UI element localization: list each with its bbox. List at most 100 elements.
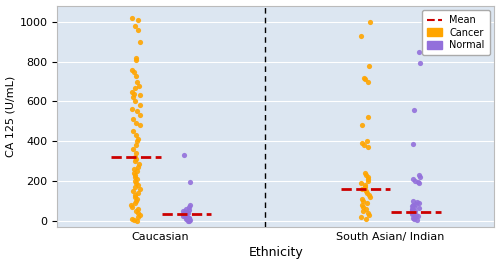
Point xyxy=(362,173,370,178)
Point xyxy=(412,179,420,184)
Point xyxy=(131,195,139,200)
Point xyxy=(179,212,187,217)
Point xyxy=(358,187,366,192)
Point xyxy=(128,205,136,210)
Point xyxy=(128,15,136,20)
Point xyxy=(415,181,423,186)
Point xyxy=(416,173,424,178)
Point xyxy=(132,55,140,60)
Point xyxy=(365,213,373,218)
Point xyxy=(416,175,424,180)
Point xyxy=(360,143,368,148)
Point xyxy=(132,157,140,162)
Legend: Mean, Cancer, Normal: Mean, Cancer, Normal xyxy=(422,10,490,55)
Point xyxy=(181,213,189,217)
Point xyxy=(128,67,136,72)
Point xyxy=(129,147,137,152)
Point xyxy=(184,211,192,215)
Point xyxy=(412,215,420,219)
Point xyxy=(180,153,188,158)
Point xyxy=(358,197,366,202)
Point xyxy=(363,139,371,144)
Point xyxy=(409,211,417,215)
Point xyxy=(185,216,193,220)
Point xyxy=(180,213,188,218)
Point xyxy=(186,208,194,213)
Point xyxy=(408,208,416,213)
Point xyxy=(410,205,418,210)
Point xyxy=(414,214,422,219)
Point xyxy=(182,210,190,215)
Point xyxy=(364,211,372,215)
Point xyxy=(132,199,140,204)
Point xyxy=(128,107,136,112)
Point xyxy=(134,80,141,84)
Point xyxy=(134,211,141,215)
Point xyxy=(182,207,190,211)
Point xyxy=(132,219,140,223)
Point xyxy=(358,141,366,145)
Point xyxy=(179,209,187,214)
Point xyxy=(364,115,372,120)
Point xyxy=(364,177,372,182)
Point xyxy=(134,137,142,142)
Point xyxy=(408,212,416,217)
Point xyxy=(358,33,366,38)
Point xyxy=(366,195,374,200)
Point xyxy=(130,179,138,184)
Point xyxy=(362,189,370,193)
Point xyxy=(131,201,139,206)
Point xyxy=(136,187,143,192)
Point xyxy=(134,165,142,170)
Point xyxy=(414,200,422,205)
Point xyxy=(409,203,417,207)
Point xyxy=(361,171,369,176)
Point xyxy=(186,180,194,184)
Point xyxy=(359,205,367,210)
Point xyxy=(414,180,422,184)
Point xyxy=(182,217,190,222)
Point xyxy=(185,219,193,223)
Point xyxy=(410,217,418,222)
Point xyxy=(408,207,416,211)
Point xyxy=(182,212,190,216)
Point xyxy=(182,215,190,219)
X-axis label: Ethnicity: Ethnicity xyxy=(248,246,304,259)
Point xyxy=(180,210,188,214)
Point xyxy=(410,177,418,182)
Point xyxy=(132,23,140,28)
Point xyxy=(365,63,373,68)
Point xyxy=(130,91,138,96)
Point xyxy=(136,39,144,44)
Point xyxy=(364,80,372,84)
Point xyxy=(134,191,142,196)
Point xyxy=(186,205,194,210)
Point xyxy=(412,202,420,206)
Point xyxy=(363,201,371,206)
Point xyxy=(134,183,142,188)
Point xyxy=(130,117,138,122)
Point xyxy=(130,175,138,180)
Point xyxy=(411,209,419,214)
Point xyxy=(135,162,143,167)
Point xyxy=(131,193,139,197)
Point xyxy=(360,75,368,80)
Point xyxy=(409,142,417,147)
Point xyxy=(132,173,140,178)
Point xyxy=(364,145,372,149)
Point xyxy=(130,167,138,171)
Point xyxy=(128,217,136,222)
Point xyxy=(186,218,194,223)
Point xyxy=(357,181,365,186)
Point xyxy=(136,103,143,108)
Point xyxy=(412,213,420,218)
Point xyxy=(358,123,366,128)
Point xyxy=(362,217,370,222)
Point xyxy=(134,83,142,88)
Point xyxy=(132,181,140,186)
Point xyxy=(132,151,140,156)
Point xyxy=(361,183,369,188)
Point xyxy=(409,199,417,204)
Point xyxy=(416,60,424,65)
Point xyxy=(414,49,422,54)
